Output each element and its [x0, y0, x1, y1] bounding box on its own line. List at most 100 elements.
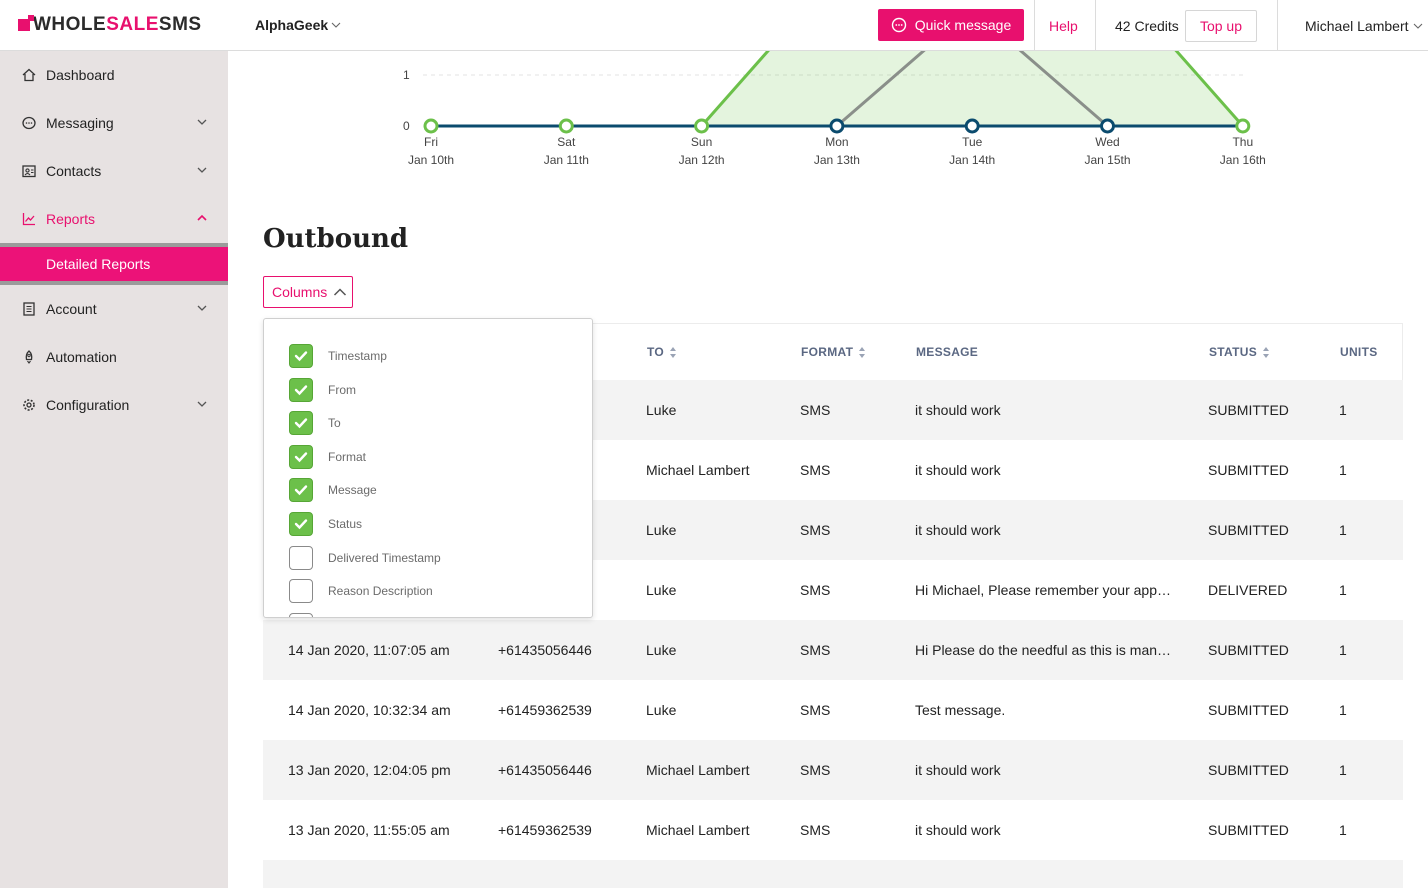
sidebar-item-automation[interactable]: Automation [0, 333, 228, 381]
sort-icon [859, 346, 866, 358]
org-switcher[interactable]: AlphaGeek [255, 17, 341, 33]
cell-message: it should work [915, 402, 1001, 418]
cell-units: 1 [1339, 522, 1347, 538]
column-header-label: FORMAT [801, 345, 854, 359]
sidebar-item-account[interactable]: Account [0, 285, 228, 333]
cell-units: 1 [1339, 402, 1347, 418]
sidebar-item-label: Reports [46, 211, 96, 227]
column-option-message[interactable]: Message [289, 478, 377, 502]
cell-message: Hi Please do the needful as this is man… [915, 642, 1172, 658]
cell-units: 1 [1339, 582, 1347, 598]
column-option-from[interactable]: From [289, 378, 356, 402]
column-option-reason-description[interactable]: Reason Description [289, 579, 433, 603]
column-option-partial[interactable] [289, 613, 328, 617]
data-point[interactable] [694, 118, 710, 134]
cell-status: SUBMITTED [1208, 462, 1289, 478]
cell-format: SMS [800, 642, 831, 658]
y-tick-label: 0 [403, 119, 410, 133]
table-row[interactable]: 14 Jan 2020, 10:32:34 am +61459362539 Lu… [263, 680, 1403, 740]
checkbox-checked[interactable] [289, 378, 313, 402]
credits-count: 42 Credits [1115, 18, 1179, 34]
cell-units: 1 [1339, 702, 1347, 718]
cell-from: +61459362539 [498, 822, 592, 838]
sidebar-item-messaging[interactable]: Messaging [0, 99, 228, 147]
cell-units: 1 [1339, 822, 1347, 838]
columns-button-label: Columns [272, 284, 328, 300]
data-point[interactable] [558, 118, 574, 134]
top-up-button[interactable]: Top up [1185, 10, 1257, 42]
cell-format: SMS [800, 462, 831, 478]
sidebar-item-contacts[interactable]: Contacts [0, 147, 228, 195]
checkbox-checked[interactable] [289, 478, 313, 502]
column-header-status[interactable]: STATUS [1209, 345, 1270, 359]
data-point[interactable] [1100, 118, 1115, 134]
column-option-status[interactable]: Status [289, 512, 362, 536]
org-name: AlphaGeek [255, 17, 329, 33]
checkbox-unchecked[interactable] [289, 613, 313, 617]
cell-format: SMS [800, 702, 831, 718]
checkbox-checked[interactable] [289, 344, 313, 368]
cell-from: +61435056446 [498, 762, 592, 778]
brand-logo[interactable]: WHOLESALESMS [0, 0, 228, 51]
column-header-units: UNITS [1340, 345, 1378, 359]
table-row-partial[interactable] [263, 860, 1403, 888]
x-tick-label: Sat [557, 135, 576, 149]
data-point[interactable] [1235, 118, 1251, 134]
column-option-delivered-timestamp[interactable]: Delivered Timestamp [289, 546, 441, 570]
chat-icon [22, 116, 36, 130]
sidebar-item-configuration[interactable]: Configuration [0, 381, 228, 429]
sidebar-nav: Dashboard Messaging Contacts Reports Det… [0, 51, 228, 429]
cell-status: SUBMITTED [1208, 762, 1289, 778]
sidebar-item-dashboard[interactable]: Dashboard [0, 51, 228, 99]
data-point[interactable] [423, 118, 439, 134]
sort-icon [670, 346, 677, 358]
sidebar-subitem-detailed-reports[interactable]: Detailed Reports [0, 243, 228, 285]
column-header-format[interactable]: FORMAT [801, 345, 866, 359]
check-icon [294, 418, 308, 429]
column-option-format[interactable]: Format [289, 445, 366, 469]
cell-status: SUBMITTED [1208, 822, 1289, 838]
sidebar-item-label: Dashboard [46, 67, 115, 83]
cell-message: Test message. [915, 702, 1006, 718]
y-tick-label: 1 [403, 68, 410, 82]
cell-message: it should work [915, 762, 1001, 778]
sidebar-item-label: Messaging [46, 115, 114, 131]
quick-message-label: Quick message [914, 17, 1012, 33]
column-header-to[interactable]: TO [647, 345, 677, 359]
checkbox-unchecked[interactable] [289, 579, 313, 603]
checkbox-unchecked[interactable] [289, 546, 313, 570]
chart-canvas [423, 51, 1251, 134]
check-icon [294, 519, 308, 530]
page-title: Outbound [263, 224, 409, 254]
column-option-timestamp[interactable]: Timestamp [289, 344, 387, 368]
sidebar-item-reports[interactable]: Reports [0, 195, 228, 243]
quick-message-button[interactable]: Quick message [878, 9, 1024, 41]
column-option-label: Timestamp [328, 349, 387, 363]
column-option-label: From [328, 383, 356, 397]
checkbox-checked[interactable] [289, 445, 313, 469]
user-menu[interactable]: Michael Lambert [1305, 18, 1423, 34]
topbar: AlphaGeek Quick message Help 42 Credits … [228, 0, 1428, 51]
table-row[interactable]: 13 Jan 2020, 11:55:05 am +61459362539 Mi… [263, 800, 1403, 860]
columns-toggle-button[interactable]: Columns [263, 276, 353, 308]
checkbox-checked[interactable] [289, 512, 313, 536]
table-row[interactable]: 13 Jan 2020, 12:04:05 pm +61435056446 Mi… [263, 740, 1403, 800]
cell-units: 1 [1339, 642, 1347, 658]
checkbox-checked[interactable] [289, 411, 313, 435]
column-header-label: MESSAGE [916, 345, 979, 359]
data-point[interactable] [829, 118, 845, 134]
column-option-to[interactable]: To [289, 411, 341, 435]
cell-to: Luke [646, 522, 677, 538]
x-tick-label: Fri [424, 135, 438, 149]
column-option-label: To [328, 416, 341, 430]
series-area [431, 51, 1243, 126]
data-point[interactable] [964, 118, 980, 134]
table-row[interactable]: 14 Jan 2020, 11:07:05 am +61435056446 Lu… [263, 620, 1403, 680]
help-link[interactable]: Help [1049, 18, 1078, 34]
check-icon [294, 385, 308, 396]
x-date-label: Jan 14th [949, 153, 996, 167]
x-date-label: Jan 12th [678, 153, 725, 167]
chevron-down-icon [1413, 23, 1422, 29]
document-icon [22, 302, 36, 316]
chevron-down-icon [197, 401, 207, 407]
